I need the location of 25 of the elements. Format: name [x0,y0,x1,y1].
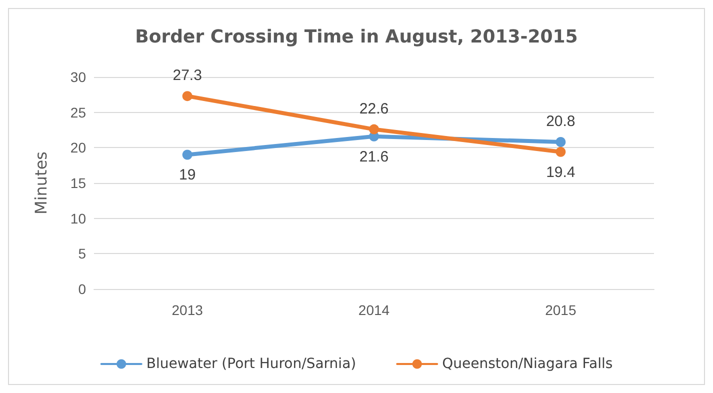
data-label: 19.4 [546,164,576,181]
x-tick-label: 2015 [545,302,576,318]
point [556,146,566,157]
y-tick-label: 25 [70,104,86,120]
legend-label: Queenston/Niagara Falls [442,356,613,372]
chart-title: Border Crossing Time in August, 2013-2015 [135,26,578,48]
y-tick-label: 10 [70,210,86,226]
data-label: 20.8 [546,113,576,130]
point [369,124,379,134]
y-tick-label: 20 [70,140,86,156]
point [556,137,566,148]
legend-label: Bluewater (Port Huron/Sarnia) [146,356,356,372]
y-tick-label: 5 [78,246,86,262]
data-label: 19 [178,166,196,184]
data-label: 27.3 [172,67,202,84]
data-label: 22.6 [359,100,389,118]
point [182,150,192,160]
y-tick-label: 15 [70,175,86,191]
y-tick-label: 30 [70,69,86,85]
point [182,91,192,102]
x-tick-label: 2013 [172,302,204,318]
x-tick-label: 2014 [358,302,390,318]
y-axis-title: Minutes [32,152,50,214]
data-label: 21.6 [359,148,389,166]
y-tick-label: 0 [78,281,86,297]
